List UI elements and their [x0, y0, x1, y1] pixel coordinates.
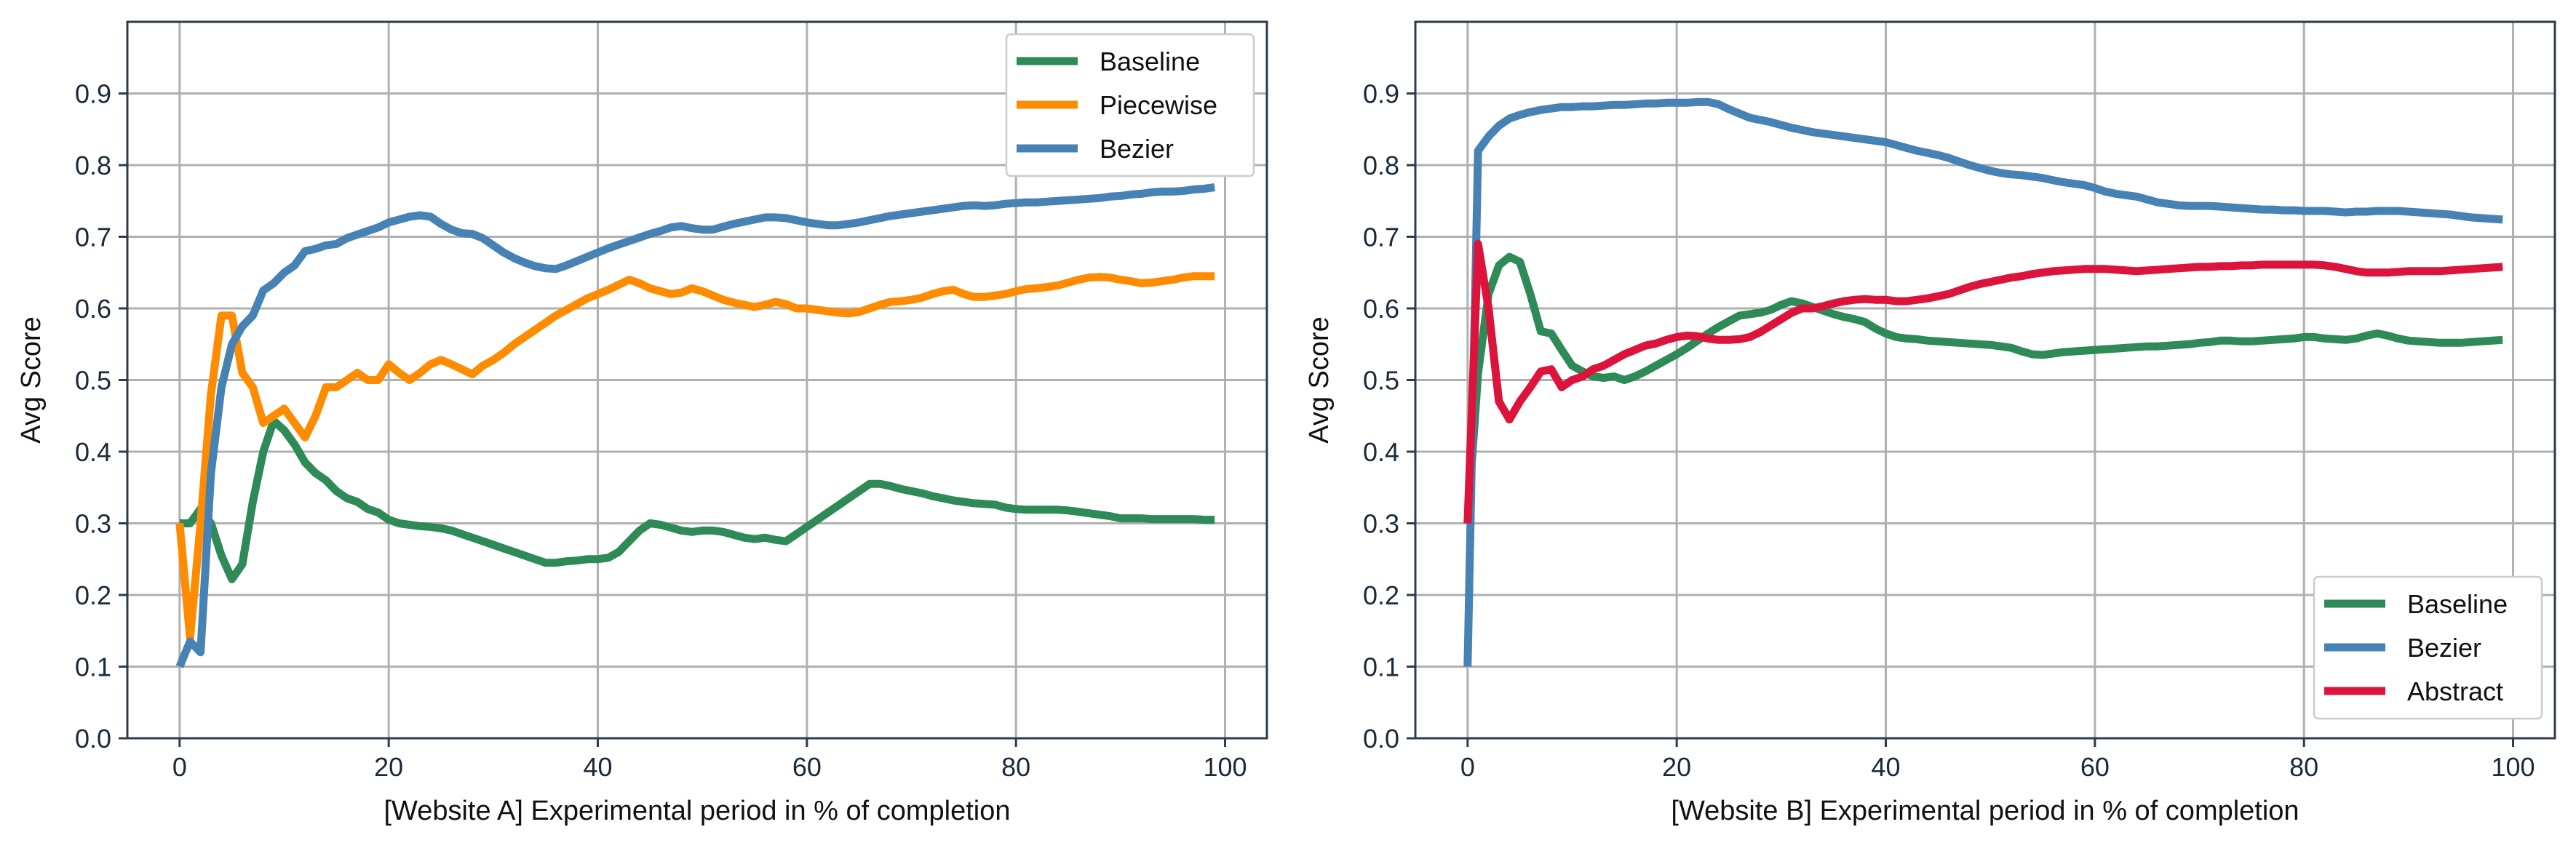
x-tick-label: 20	[1662, 752, 1691, 782]
y-tick-label: 0.1	[75, 652, 111, 682]
y-tick-label: 0.0	[1363, 724, 1399, 754]
y-tick-label: 0.6	[1363, 294, 1399, 324]
series-line-bezier	[175, 183, 1215, 668]
x-tick-label: 0	[1460, 752, 1475, 782]
y-tick-label: 0.5	[1363, 366, 1399, 396]
y-axis-label: Avg Score	[16, 316, 47, 444]
legend: Baseline Bezier Abstract	[2313, 575, 2543, 720]
y-tick-label: 0.2	[1363, 580, 1399, 610]
y-tick-label: 0.9	[75, 79, 111, 109]
series-line-bezier	[1463, 97, 2503, 667]
x-tick-label: 80	[1001, 752, 1030, 782]
y-tick-label: 0.8	[75, 151, 111, 180]
x-tick-label: 100	[1203, 752, 1247, 782]
y-tick-label: 0.9	[1363, 79, 1399, 109]
series-line-abstract	[1463, 239, 2503, 524]
x-tick-label: 20	[374, 752, 403, 782]
x-tick-label: 100	[2491, 752, 2535, 782]
legend-label-bezier: Bezier	[2407, 633, 2481, 663]
legend-box	[2313, 575, 2543, 720]
x-axis-label: [Website A] Experimental period in % of …	[383, 796, 1010, 826]
x-axis-label: [Website B] Experimental period in % of …	[1671, 796, 2299, 826]
x-tick-label: 80	[2289, 752, 2318, 782]
y-tick-label: 0.7	[1363, 223, 1399, 252]
y-tick-label: 0.1	[1363, 652, 1399, 682]
legend-label-bezier: Bezier	[1100, 134, 1174, 164]
legend-label-baseline: Baseline	[1100, 47, 1200, 76]
legend-label-abstract: Abstract	[2407, 676, 2503, 706]
y-tick-label: 0.6	[75, 294, 111, 324]
y-axis-label: Avg Score	[1304, 316, 1335, 444]
y-tick-label: 0.7	[75, 223, 111, 252]
series-line-baseline	[179, 417, 1215, 583]
legend-label-baseline: Baseline	[2407, 589, 2508, 619]
y-tick-label: 0.3	[75, 509, 111, 539]
y-tick-label: 0.8	[1363, 151, 1399, 180]
x-tick-label: 60	[792, 752, 822, 782]
x-tick-label: 60	[2080, 752, 2110, 782]
legend-label-piecewise: Piecewise	[1100, 90, 1217, 120]
y-tick-label: 0.3	[1363, 509, 1399, 539]
y-tick-label: 0.2	[75, 580, 111, 610]
chart-panel-website-b: 0 20 40 60 80 100 0.0 0.1 0.2 0.3 0.4 0.5 0.6 0.7 0.8 0…	[1304, 20, 2556, 826]
series-line-piecewise	[175, 272, 1215, 642]
y-tick-label: 0.4	[1363, 437, 1399, 467]
y-tick-label: 0.0	[75, 724, 111, 754]
x-tick-label: 0	[172, 752, 187, 782]
legend: Baseline Piecewise Bezier	[1005, 33, 1255, 177]
y-tick-label: 0.5	[75, 366, 111, 396]
series-line-baseline	[1463, 252, 2503, 524]
legend-box	[1005, 33, 1255, 177]
x-tick-label: 40	[583, 752, 612, 782]
x-tick-label: 40	[1871, 752, 1900, 782]
chart-panel-website-a: 0 20 40 60 80 100 0.0 0.1 0.2 0.3 0.4 0.5 0.6 0.7 0.8 0…	[16, 20, 1268, 826]
plot-frame	[1414, 20, 2556, 740]
y-tick-label: 0.4	[75, 437, 111, 467]
plot-frame	[126, 20, 1268, 740]
